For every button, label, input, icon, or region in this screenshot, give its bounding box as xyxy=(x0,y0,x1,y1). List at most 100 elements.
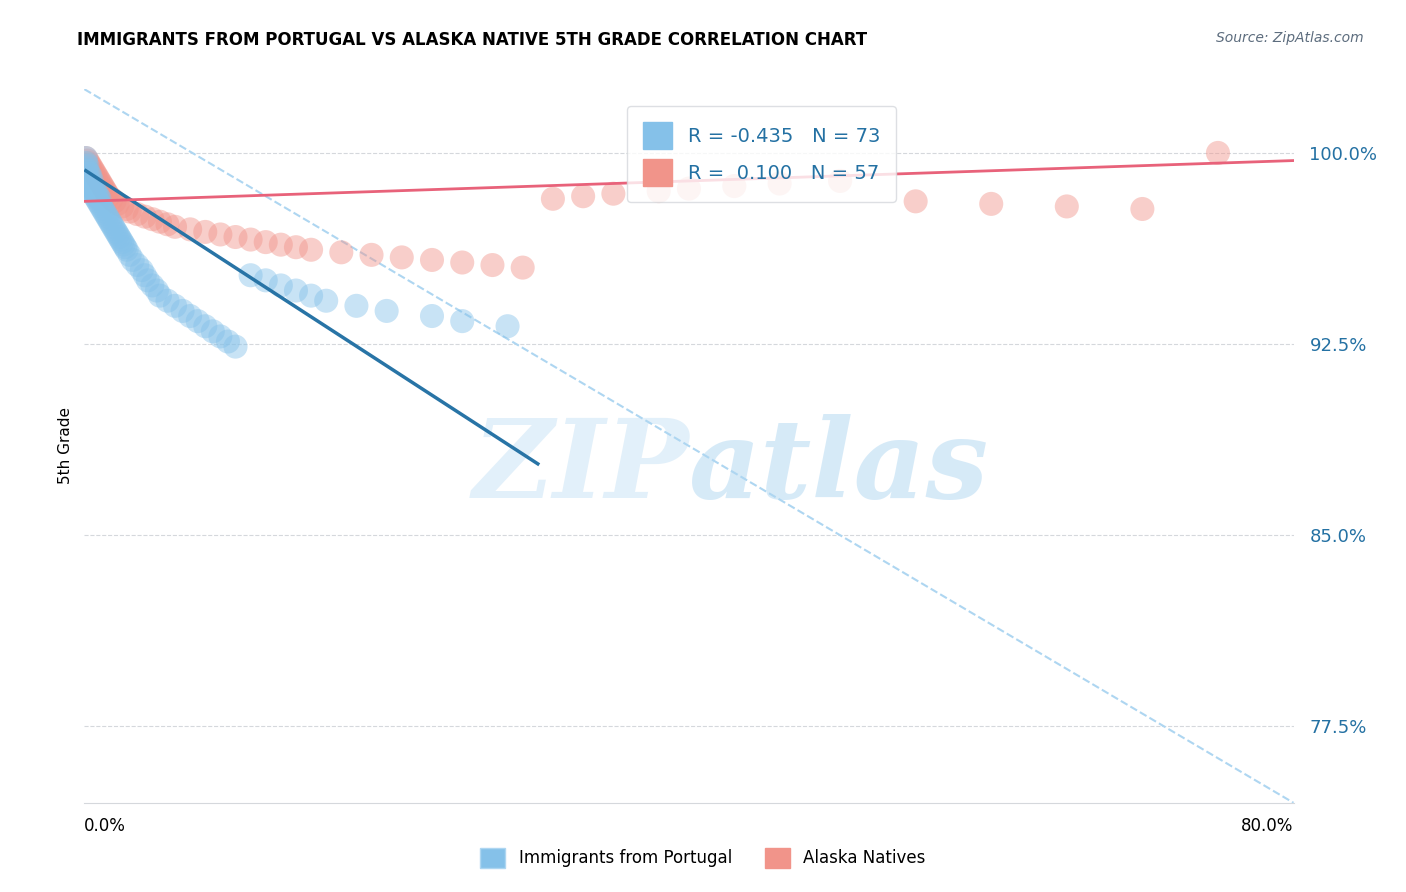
Point xyxy=(94,207,117,221)
Point xyxy=(391,251,413,265)
Text: 80.0%: 80.0% xyxy=(1241,817,1294,835)
Point xyxy=(149,215,172,229)
Point xyxy=(118,204,141,219)
Point xyxy=(127,258,149,272)
Point xyxy=(79,169,101,183)
Point xyxy=(270,278,292,293)
Point xyxy=(315,293,337,308)
Point xyxy=(96,186,118,201)
Point xyxy=(93,204,115,219)
Point xyxy=(225,230,247,244)
Point xyxy=(75,151,97,165)
Point xyxy=(77,156,100,170)
Point xyxy=(149,288,172,302)
Point xyxy=(87,194,110,209)
Point xyxy=(114,240,136,254)
Point xyxy=(108,230,131,244)
Point xyxy=(101,219,124,234)
Point xyxy=(136,273,159,287)
Point xyxy=(420,309,443,323)
Point xyxy=(217,334,239,349)
Point xyxy=(375,304,398,318)
Point xyxy=(97,212,120,227)
Point xyxy=(77,166,100,180)
Point xyxy=(1130,202,1153,216)
Point xyxy=(496,319,519,334)
Point xyxy=(80,184,103,198)
Point xyxy=(89,174,111,188)
Point xyxy=(285,240,308,254)
Point xyxy=(104,222,127,236)
Point xyxy=(172,304,194,318)
Point xyxy=(75,156,97,170)
Point xyxy=(91,179,114,194)
Point xyxy=(115,202,138,216)
Point xyxy=(75,151,97,165)
Point xyxy=(97,189,120,203)
Point xyxy=(79,159,101,173)
Point xyxy=(77,174,100,188)
Point xyxy=(84,189,107,203)
Point xyxy=(94,184,117,198)
Point xyxy=(82,163,104,178)
Point xyxy=(87,189,110,203)
Point xyxy=(285,284,308,298)
Point xyxy=(602,186,624,201)
Point xyxy=(91,202,114,216)
Point xyxy=(76,163,98,178)
Point xyxy=(1206,145,1229,160)
Point xyxy=(80,179,103,194)
Point xyxy=(481,258,503,272)
Point xyxy=(82,186,104,201)
Point xyxy=(110,233,132,247)
Point xyxy=(678,181,700,195)
Point xyxy=(165,219,187,234)
Point xyxy=(80,161,103,176)
Point xyxy=(141,212,163,227)
Point xyxy=(80,174,103,188)
Point xyxy=(572,189,595,203)
Point xyxy=(76,153,98,168)
Point xyxy=(360,248,382,262)
Point xyxy=(79,181,101,195)
Point xyxy=(299,243,322,257)
Point xyxy=(225,340,247,354)
Point xyxy=(134,268,156,283)
Point xyxy=(100,192,122,206)
Point xyxy=(270,237,292,252)
Point xyxy=(420,252,443,267)
Point xyxy=(830,174,852,188)
Point xyxy=(648,184,671,198)
Point xyxy=(87,171,110,186)
Point xyxy=(451,314,474,328)
Point xyxy=(165,299,187,313)
Point xyxy=(156,217,179,231)
Point xyxy=(121,252,143,267)
Point xyxy=(179,309,201,323)
Point xyxy=(512,260,534,275)
Point xyxy=(1056,199,1078,213)
Point xyxy=(112,237,135,252)
Point xyxy=(90,177,112,191)
Point xyxy=(134,210,156,224)
Point xyxy=(131,263,153,277)
Point xyxy=(146,284,169,298)
Point xyxy=(75,161,97,176)
Legend: R = -0.435   N = 73, R =  0.100   N = 57: R = -0.435 N = 73, R = 0.100 N = 57 xyxy=(627,106,896,202)
Point xyxy=(299,288,322,302)
Point xyxy=(239,233,262,247)
Point xyxy=(84,166,107,180)
Point xyxy=(100,217,122,231)
Point xyxy=(541,192,564,206)
Point xyxy=(118,248,141,262)
Point xyxy=(96,210,118,224)
Point xyxy=(330,245,353,260)
Point xyxy=(769,177,792,191)
Point xyxy=(127,207,149,221)
Point xyxy=(115,243,138,257)
Text: atlas: atlas xyxy=(689,414,990,521)
Point xyxy=(93,181,115,195)
Point xyxy=(156,293,179,308)
Point xyxy=(86,192,108,206)
Point xyxy=(179,222,201,236)
